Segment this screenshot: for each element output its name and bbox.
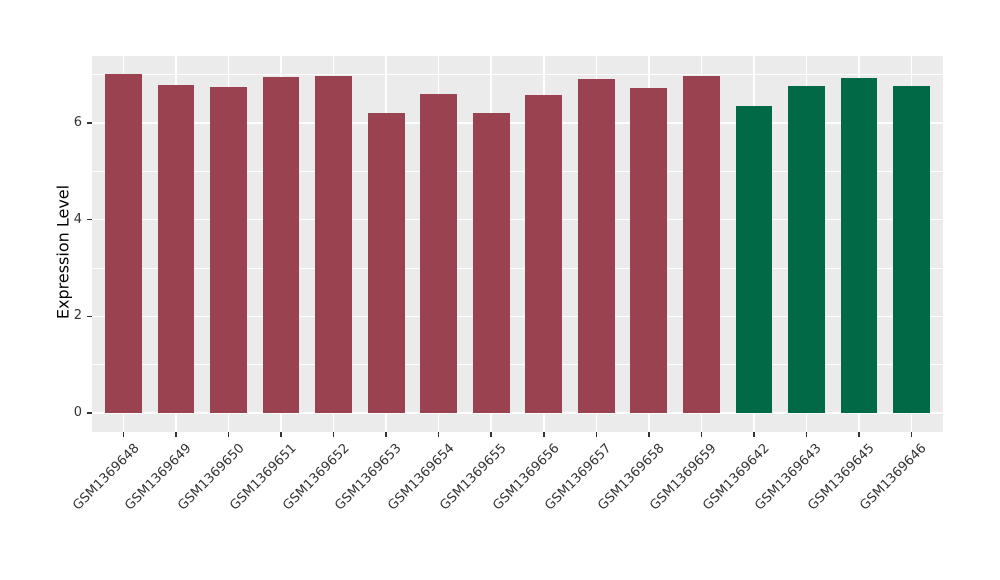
gridline-minor	[92, 267, 943, 269]
x-tick-mark	[700, 432, 703, 437]
bar-GSM1369658	[630, 88, 668, 413]
gridline-minor	[92, 74, 943, 76]
bar-GSM1369659	[682, 75, 720, 413]
x-tick-mark	[332, 432, 335, 437]
bar-GSM1369657	[577, 79, 615, 413]
bar-GSM1369648	[105, 74, 142, 413]
gridline-major	[92, 122, 943, 124]
x-tick-mark	[227, 432, 230, 437]
y-tick-mark	[87, 122, 92, 124]
x-tick-mark	[490, 432, 492, 437]
bar-GSM1369643	[788, 86, 825, 413]
gridline-minor	[92, 170, 943, 172]
bar-GSM1369652	[315, 76, 353, 413]
bar-GSM1369655	[472, 113, 510, 413]
y-tick-mark	[87, 412, 92, 414]
plot-panel	[92, 56, 943, 432]
x-tick-mark	[910, 432, 913, 437]
y-tick-mark	[87, 218, 92, 221]
x-tick-mark	[437, 432, 440, 437]
x-tick-mark	[753, 432, 755, 437]
x-tick-mark	[858, 432, 860, 437]
gridline-major	[92, 412, 943, 414]
x-tick-mark	[595, 432, 598, 437]
y-tick-label: 2	[73, 308, 82, 324]
x-tick-mark	[175, 432, 177, 437]
bar-GSM1369649	[157, 85, 195, 413]
bar-GSM1369650	[210, 87, 247, 413]
bar-GSM1369651	[262, 77, 300, 413]
x-tick-mark	[385, 432, 387, 437]
bar-GSM1369654	[420, 93, 458, 413]
x-tick-mark	[805, 432, 808, 437]
bar-GSM1369656	[525, 94, 563, 413]
x-tick-mark	[122, 432, 125, 437]
gridline-minor	[92, 364, 943, 366]
gridline-major	[92, 315, 943, 318]
y-axis-title: Expression Level	[53, 184, 73, 320]
y-tick-label: 4	[73, 211, 82, 227]
bar-GSM1369642	[735, 106, 773, 413]
bar-GSM1369645	[840, 78, 878, 413]
gridline-major	[92, 218, 943, 221]
bar-GSM1369646	[893, 86, 930, 413]
y-tick-mark	[87, 315, 92, 318]
y-tick-label: 6	[73, 115, 82, 131]
x-tick-mark	[543, 432, 545, 437]
x-tick-mark	[280, 432, 282, 437]
bar-GSM1369653	[367, 112, 405, 413]
y-tick-label: 0	[73, 405, 82, 420]
x-tick-mark	[648, 432, 650, 437]
